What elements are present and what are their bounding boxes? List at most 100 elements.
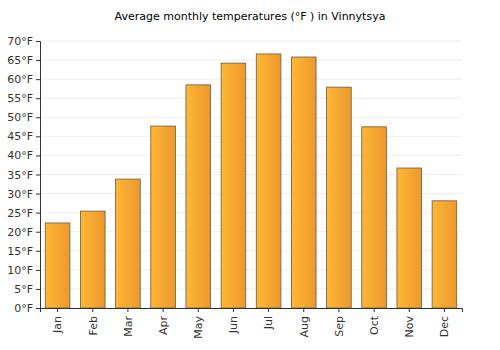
- x-tick-label: Apr: [157, 316, 170, 336]
- x-tick-mark: [127, 308, 128, 312]
- x-axis-line: [41, 309, 463, 313]
- x-tick: Nov: [403, 308, 416, 337]
- y-tick-label: 20°F: [7, 226, 33, 239]
- y-tick-mark: [36, 308, 40, 309]
- y-tick: 55°F: [7, 92, 40, 105]
- y-tick: 5°F: [14, 283, 40, 296]
- plot: 0°F 5°F 10°F 15°F 20°F 25°F 30°F 35°F 40°F 45°F 50…: [7, 35, 462, 339]
- x-tick-mark: [163, 308, 164, 312]
- y-tick-mark: [36, 232, 40, 233]
- y-tick-mark: [36, 117, 40, 118]
- grid-line: [40, 41, 462, 42]
- y-tick-label: 60°F: [7, 73, 33, 86]
- x-tick-mark: [409, 308, 410, 312]
- y-axis: 0°F 5°F 10°F 15°F 20°F 25°F 30°F 35°F 40°F 45°F 50…: [7, 35, 40, 315]
- x-tick-mark: [92, 308, 93, 312]
- x-tick: Aug: [298, 308, 311, 337]
- x-tick-mark: [57, 308, 58, 312]
- bar: [186, 85, 211, 308]
- title: Average monthly temperatures (°F ) in Vi…: [115, 10, 386, 23]
- y-tick: 15°F: [7, 245, 40, 258]
- y-tick-label: 25°F: [7, 207, 33, 220]
- x-tick-label: May: [192, 316, 205, 339]
- y-tick: 65°F: [7, 54, 40, 67]
- bar: [362, 127, 387, 308]
- x-tick: Mar: [122, 308, 135, 337]
- x-tick-mark: [444, 308, 445, 312]
- x-axis: Jan Feb Mar Apr May Jun Jul Aug Sep Oct Nov Dec: [41, 308, 463, 339]
- y-tick-mark: [36, 136, 40, 137]
- x-tick-mark: [374, 308, 375, 312]
- y-tick-label: 55°F: [7, 92, 33, 105]
- chart: 0°F 5°F 10°F 15°F 20°F 25°F 30°F 35°F 40°F 45°F 50…: [0, 0, 500, 350]
- x-tick-label: Dec: [438, 316, 451, 337]
- bar: [327, 87, 352, 308]
- x-tick: Jul: [262, 308, 275, 330]
- y-tick-label: 45°F: [7, 130, 33, 143]
- bar: [221, 63, 246, 308]
- bar: [256, 54, 281, 308]
- grid: [40, 41, 462, 308]
- x-tick-mark: [303, 308, 304, 312]
- y-tick-label: 70°F: [7, 35, 33, 48]
- y-tick-label: 10°F: [7, 264, 33, 277]
- y-tick: 10°F: [7, 264, 40, 277]
- y-tick: 30°F: [7, 188, 40, 201]
- y-tick-mark: [36, 155, 40, 156]
- y-tick: 60°F: [7, 73, 40, 86]
- y-tick: 50°F: [7, 111, 40, 124]
- grid-line: [40, 136, 462, 137]
- x-tick-label: Aug: [298, 316, 311, 337]
- y-tick: 40°F: [7, 149, 40, 162]
- y-tick: 35°F: [7, 169, 40, 182]
- grid-line: [40, 117, 462, 118]
- x-tick-mark: [233, 308, 234, 312]
- grid-line: [40, 155, 462, 156]
- bar: [432, 201, 457, 308]
- y-tick-label: 5°F: [14, 283, 33, 296]
- x-tick: Jan: [51, 308, 64, 334]
- y-tick-mark: [36, 194, 40, 195]
- y-tick: 0°F: [14, 302, 40, 315]
- x-tick-mark: [268, 308, 269, 312]
- bar: [45, 223, 70, 308]
- x-tick-mark: [198, 308, 199, 312]
- y-tick-mark: [36, 289, 40, 290]
- y-tick-label: 65°F: [7, 54, 33, 67]
- y-tick-mark: [36, 175, 40, 176]
- bar: [291, 57, 316, 308]
- x-tick-label: Jan: [51, 316, 64, 334]
- y-tick-mark: [36, 213, 40, 214]
- y-tick-mark: [36, 41, 40, 42]
- grid-line: [40, 98, 462, 99]
- x-tick: Dec: [438, 308, 451, 337]
- y-tick-mark: [36, 270, 40, 271]
- y-tick-mark: [36, 60, 40, 61]
- x-tick-label: Sep: [333, 316, 346, 337]
- x-tick: Oct: [368, 308, 381, 335]
- x-tick: Apr: [157, 308, 170, 335]
- x-tick-label: Oct: [368, 315, 381, 335]
- x-tick-label: Nov: [403, 316, 416, 338]
- x-tick: May: [192, 308, 205, 339]
- bars: [45, 54, 456, 308]
- y-tick: 45°F: [7, 130, 40, 143]
- x-tick-mark: [338, 308, 339, 312]
- y-tick-label: 15°F: [7, 245, 33, 258]
- y-tick-label: 30°F: [7, 188, 33, 201]
- x-tick-label: Jun: [227, 316, 240, 334]
- x-tick-label: Feb: [87, 316, 100, 335]
- y-tick-label: 35°F: [7, 169, 33, 182]
- y-tick: 20°F: [7, 226, 40, 239]
- x-tick: Sep: [333, 308, 346, 337]
- x-tick: Jun: [227, 308, 240, 334]
- y-tick-label: 50°F: [7, 111, 33, 124]
- x-tick-label: Mar: [122, 316, 135, 337]
- y-axis-line: [36, 42, 41, 309]
- bar: [80, 211, 105, 308]
- grid-line: [40, 79, 462, 80]
- x-tick: Feb: [87, 308, 100, 335]
- y-tick: 70°F: [7, 35, 40, 48]
- grid-line: [40, 60, 462, 61]
- x-tick-label: Jul: [262, 316, 275, 330]
